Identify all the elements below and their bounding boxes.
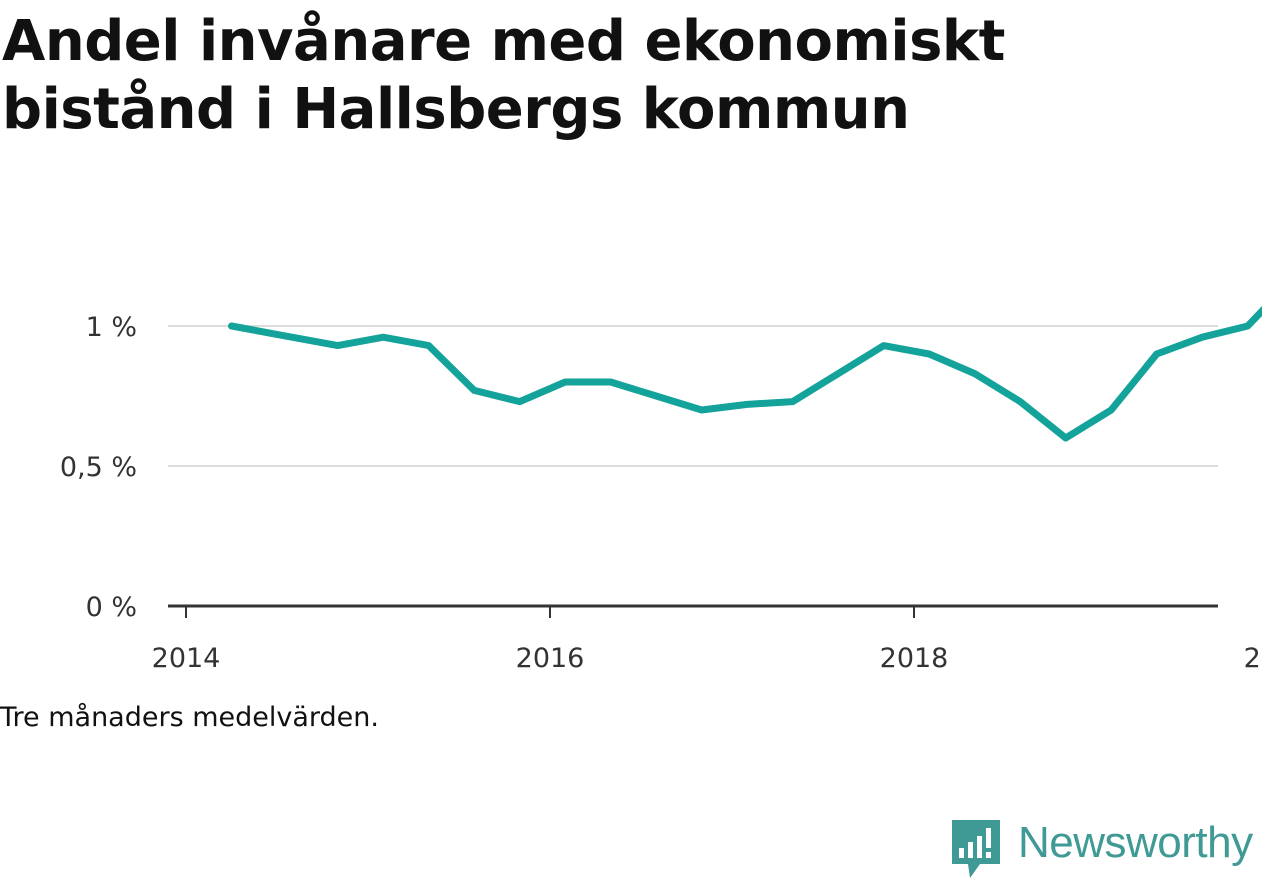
y-tick-label: 0 % xyxy=(86,592,137,623)
x-tick-label: 2016 xyxy=(516,643,585,674)
y-axis-ticks: 0 % 0,5 % 1 % xyxy=(60,312,137,623)
line-chart: 0 %0,5 %1 % 201420162018202020222024 xyxy=(0,0,1262,700)
series-line xyxy=(232,270,1262,438)
x-tick-label: 2020 xyxy=(1244,643,1262,674)
y-tick-label: 1 % xyxy=(86,312,137,343)
x-tick-label: 2014 xyxy=(152,643,221,674)
newsworthy-logo-icon xyxy=(950,818,1006,880)
x-axis-ticks: 201420162018202020222024 xyxy=(152,606,1262,674)
x-tick-label: 2018 xyxy=(880,643,949,674)
gridlines xyxy=(168,326,1218,466)
y-tick-label: 0,5 % xyxy=(60,452,137,483)
chart-note: Tre månaders medelvärden. xyxy=(0,702,379,733)
brand-name: Newsworthy xyxy=(1018,818,1253,868)
